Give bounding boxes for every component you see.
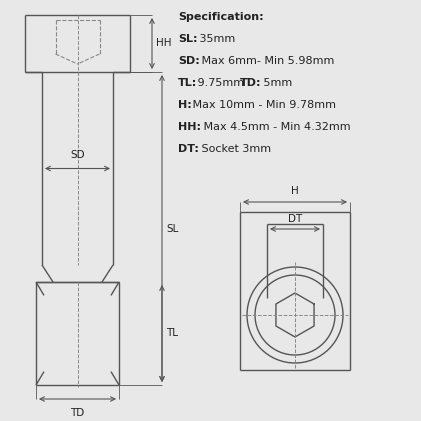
Text: H:: H: <box>178 100 192 110</box>
Text: SD: SD <box>70 149 85 160</box>
Text: TD: TD <box>70 408 85 418</box>
Text: H: H <box>291 186 299 196</box>
Text: TL:: TL: <box>178 78 197 88</box>
Text: Specification:: Specification: <box>178 12 264 22</box>
Text: Max 10mm - Min 9.78mm: Max 10mm - Min 9.78mm <box>189 100 336 110</box>
Text: Max 6mm- Min 5.98mm: Max 6mm- Min 5.98mm <box>198 56 334 66</box>
Text: TL: TL <box>166 328 178 338</box>
Text: SL:: SL: <box>178 34 197 44</box>
Text: HH: HH <box>156 38 171 48</box>
Text: 35mm: 35mm <box>196 34 235 44</box>
Text: Socket 3mm: Socket 3mm <box>198 144 271 154</box>
Text: TD:: TD: <box>240 78 261 88</box>
Text: 9.75mm: 9.75mm <box>194 78 248 88</box>
Text: DT: DT <box>288 214 302 224</box>
Text: DT:: DT: <box>178 144 199 154</box>
Text: 5mm: 5mm <box>260 78 292 88</box>
Text: Max 4.5mm - Min 4.32mm: Max 4.5mm - Min 4.32mm <box>200 122 351 132</box>
Text: SD:: SD: <box>178 56 200 66</box>
Text: SL: SL <box>166 224 179 234</box>
Text: HH:: HH: <box>178 122 201 132</box>
